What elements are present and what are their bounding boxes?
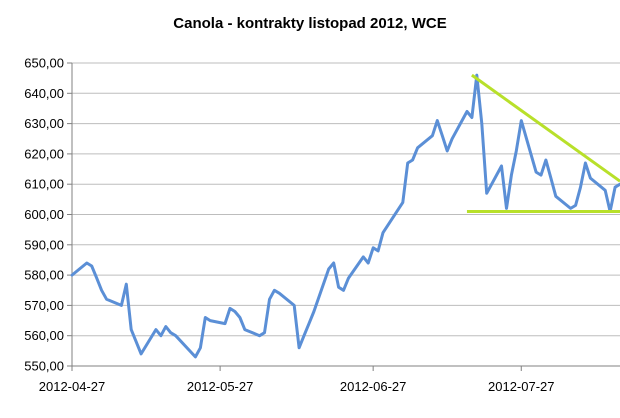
x-tick-label-2: 2012-06-27 <box>340 379 407 394</box>
grid-lines <box>72 62 620 367</box>
axes <box>67 62 620 371</box>
x-tick-label-3: 2012-07-27 <box>488 379 555 394</box>
annotation-layer <box>466 73 620 213</box>
series-line-0 <box>70 73 620 359</box>
x-tick-labels: 2012-04-27 2012-05-27 2012-06-27 2012-07-27 <box>39 379 555 394</box>
y-tick-labels: 650,00 640,00 630,00 620,00 610,00 600,00 590,… <box>24 56 64 374</box>
y-tick-label-4: 610,00 <box>24 177 64 192</box>
x-tick-label-0: 2012-04-27 <box>39 379 106 394</box>
trendline-0 <box>471 73 620 183</box>
y-tick-label-0: 650,00 <box>24 56 64 71</box>
y-tick-label-1: 640,00 <box>24 86 64 101</box>
y-tick-label-6: 590,00 <box>24 237 64 252</box>
y-tick-label-8: 570,00 <box>24 298 64 313</box>
chart-title: Canola - kontrakty listopad 2012, WCE <box>173 15 447 32</box>
y-tick-label-7: 580,00 <box>24 268 64 283</box>
y-tick-label-2: 630,00 <box>24 116 64 131</box>
x-tick-label-1: 2012-05-27 <box>187 379 254 394</box>
y-tick-label-5: 600,00 <box>24 207 64 222</box>
y-tick-label-3: 620,00 <box>24 146 64 161</box>
series-layer <box>70 73 620 359</box>
y-tick-label-10: 550,00 <box>24 359 64 374</box>
y-tick-label-9: 560,00 <box>24 328 64 343</box>
